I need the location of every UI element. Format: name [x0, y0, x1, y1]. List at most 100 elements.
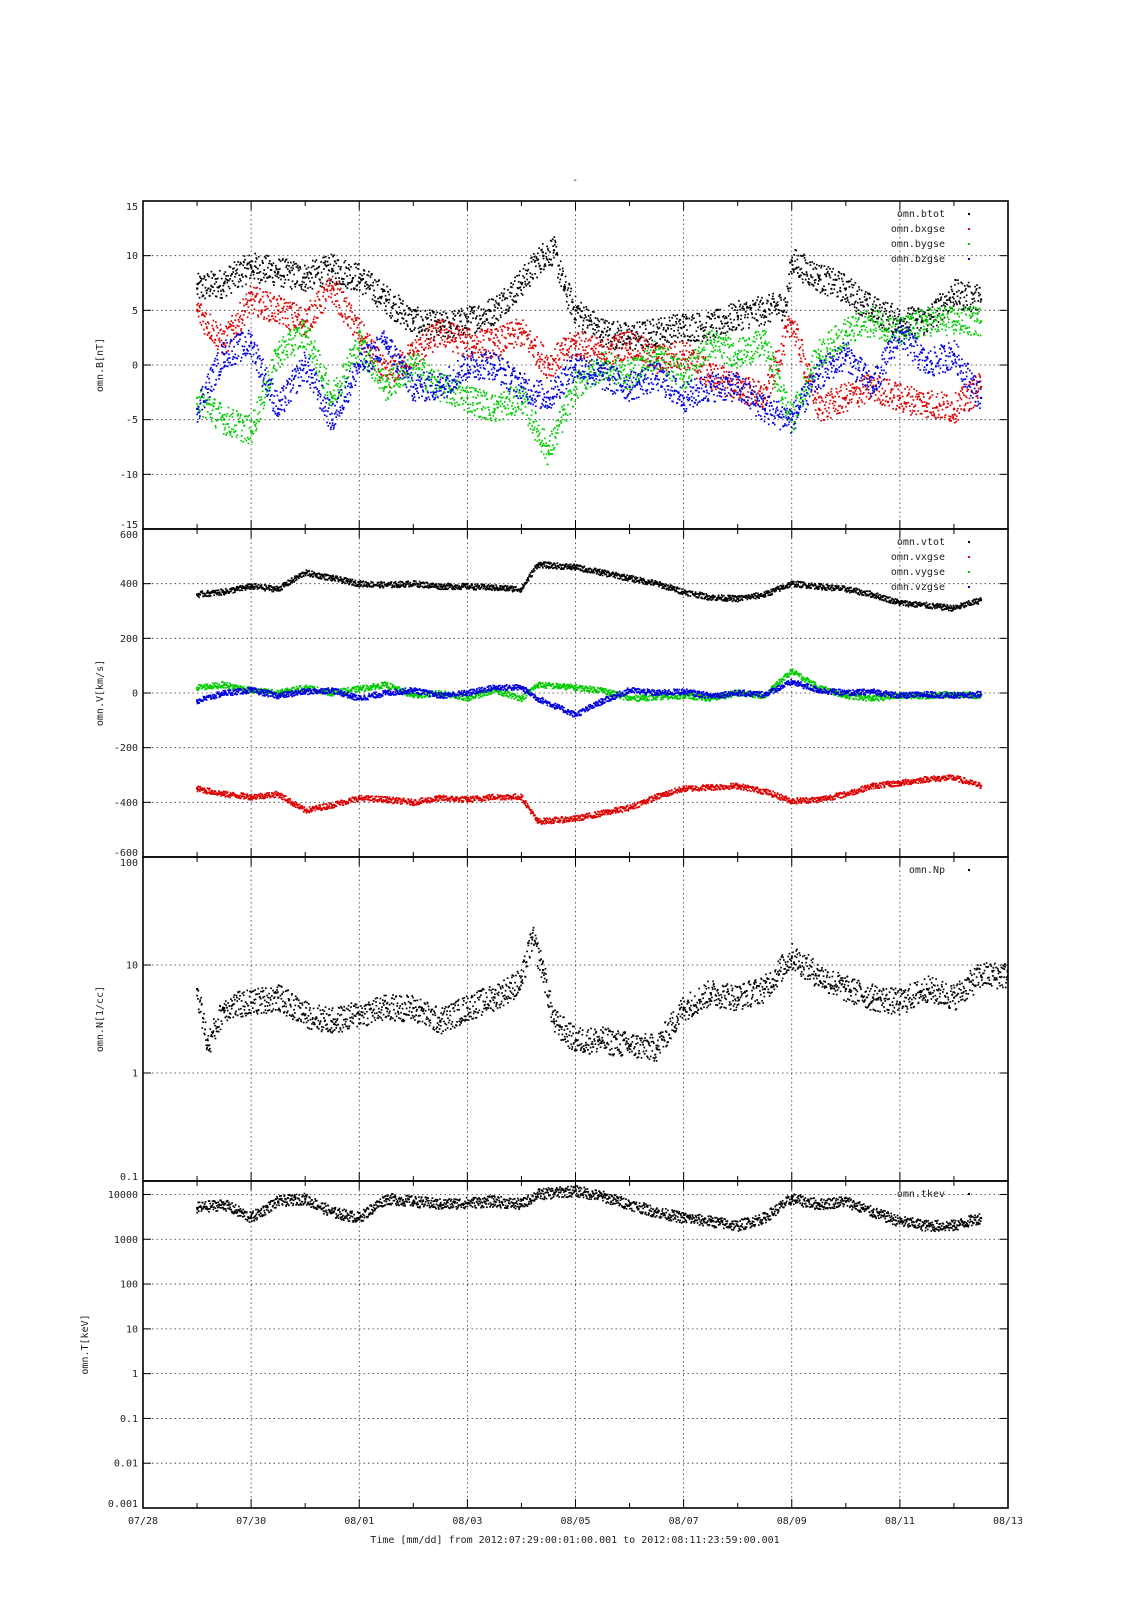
data-dot	[436, 321, 439, 324]
data-dot	[494, 344, 496, 347]
data-dot	[786, 301, 789, 304]
data-dot	[214, 426, 217, 429]
data-dot	[208, 399, 211, 401]
data-dot	[620, 329, 623, 332]
data-dot	[414, 308, 417, 311]
data-dot	[389, 312, 392, 314]
data-dot	[208, 295, 211, 297]
data-dot	[896, 308, 899, 310]
data-dot	[946, 406, 949, 408]
data-dot	[302, 319, 304, 321]
data-dot	[518, 328, 520, 331]
data-dot	[761, 314, 764, 316]
data-dot	[429, 314, 432, 317]
data-point	[196, 396, 199, 399]
data-dot	[420, 358, 423, 361]
data-dot	[417, 313, 419, 316]
data-dot	[637, 350, 639, 352]
data-dot	[222, 290, 225, 293]
data-dot	[677, 326, 680, 329]
data-dot	[279, 311, 282, 314]
data-dot	[239, 301, 241, 304]
data-dot	[635, 344, 637, 347]
data-dot	[334, 294, 336, 296]
data-dot	[353, 263, 356, 266]
data-dot	[343, 375, 346, 377]
data-dot	[595, 336, 598, 339]
data-dot	[552, 251, 555, 254]
data-dot	[937, 416, 939, 419]
data-dot	[652, 344, 654, 347]
data-dot	[751, 316, 754, 319]
data-dot	[487, 356, 489, 359]
data-dot	[225, 434, 227, 436]
data-dot	[901, 405, 904, 408]
data-dot	[422, 362, 424, 364]
data-dot	[253, 277, 256, 280]
data-dot	[563, 354, 566, 357]
data-dot	[271, 371, 274, 373]
data-dot	[738, 397, 741, 399]
data-dot	[662, 328, 665, 331]
data-dot	[820, 397, 823, 399]
data-dot	[393, 385, 395, 388]
data-dot	[602, 336, 605, 339]
data-dot	[366, 335, 369, 338]
data-dot	[263, 316, 266, 318]
data-dot	[337, 259, 340, 261]
data-dot	[305, 334, 307, 337]
data-dot	[212, 327, 214, 330]
data-dot	[809, 261, 811, 264]
data-dot	[290, 261, 292, 264]
data-dot	[378, 387, 381, 390]
data-dot	[543, 428, 545, 431]
data-dot	[424, 355, 426, 358]
data-dot	[333, 389, 335, 392]
data-dot	[232, 409, 235, 411]
data-dot	[453, 324, 455, 327]
data-dot	[512, 396, 515, 399]
data-dot	[953, 421, 956, 424]
data-dot	[558, 367, 561, 370]
data-dot	[209, 416, 212, 419]
data-dot	[348, 315, 351, 318]
data-dot	[435, 331, 438, 334]
data-point	[358, 342, 361, 345]
data-dot	[815, 288, 817, 291]
data-dot	[265, 393, 267, 396]
data-dot	[402, 300, 404, 302]
data-dot	[340, 393, 342, 396]
data-point	[709, 325, 712, 328]
data-dot	[416, 350, 418, 353]
data-dot	[259, 264, 261, 267]
data-dot	[831, 402, 834, 405]
data-dot	[373, 369, 376, 371]
data-dot	[313, 322, 315, 324]
data-dot	[813, 398, 816, 401]
data-dot	[347, 267, 350, 270]
data-dot	[261, 279, 263, 281]
data-dot	[277, 268, 280, 271]
data-dot	[787, 324, 790, 326]
data-dot	[828, 412, 831, 414]
data-dot	[392, 368, 394, 371]
data-dot	[631, 333, 634, 336]
data-dot	[621, 346, 623, 349]
data-dot	[199, 280, 202, 283]
data-dot	[391, 392, 393, 395]
data-dot	[500, 393, 503, 396]
data-dot	[434, 387, 437, 390]
data-dot	[688, 367, 691, 369]
data-dot	[581, 346, 584, 349]
data-dot	[329, 282, 331, 285]
data-dot	[533, 255, 536, 258]
data-dot	[292, 264, 294, 267]
data-dot	[355, 317, 357, 320]
data-dot	[349, 367, 352, 370]
data-dot	[748, 306, 751, 309]
data-dot	[440, 387, 443, 390]
data-dot	[814, 281, 816, 284]
data-dot	[608, 329, 611, 331]
data-dot	[546, 463, 549, 466]
data-dot	[489, 356, 491, 359]
